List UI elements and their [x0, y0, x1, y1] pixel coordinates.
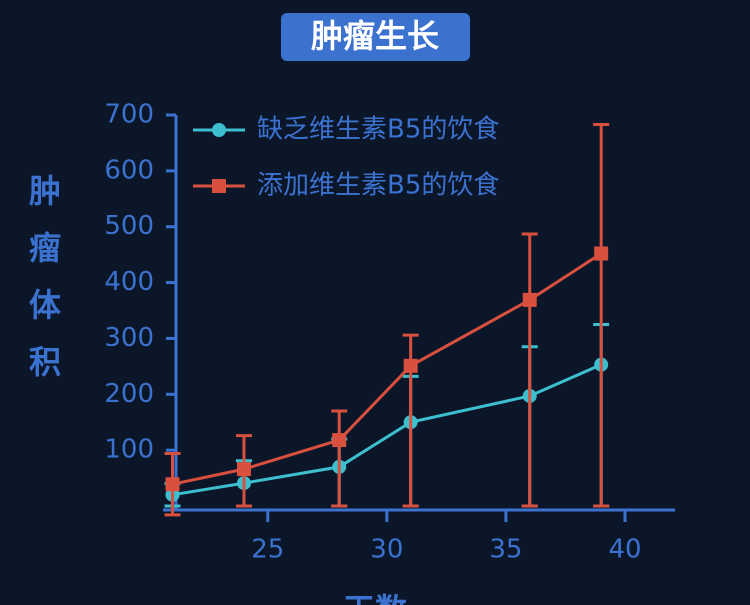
y-tick-label: 200 — [104, 379, 154, 409]
y-tick-label: 600 — [104, 155, 154, 185]
y-axis-label: 积 — [29, 343, 61, 381]
y-axis-label: 体 — [29, 286, 61, 324]
y-axis-label: 瘤 — [29, 229, 61, 267]
y-tick-label: 100 — [104, 435, 154, 465]
marker — [594, 246, 609, 261]
marker — [236, 462, 251, 477]
series-line — [172, 363, 602, 497]
x-tick-label: 35 — [489, 535, 522, 565]
y-tick-label: 700 — [104, 100, 154, 130]
x-tick-label: 40 — [608, 535, 641, 565]
y-axis-label: 肿 — [29, 172, 61, 210]
x-tick-label: 25 — [251, 535, 284, 565]
y-tick-label: 300 — [104, 323, 154, 353]
chart-title: 肿瘤生长 — [311, 17, 439, 55]
x-tick-label: 30 — [370, 535, 403, 565]
legend-label: 缺乏维生素B5的饮食 — [257, 115, 499, 145]
marker — [332, 433, 347, 448]
marker — [522, 292, 537, 307]
legend-label: 添加维生素B5的饮食 — [257, 171, 499, 201]
marker — [165, 477, 180, 492]
marker — [403, 358, 418, 373]
legend-marker — [212, 123, 226, 137]
legend-marker — [212, 179, 226, 193]
y-tick-label: 400 — [104, 267, 154, 297]
series-line — [172, 252, 602, 486]
y-tick-label: 500 — [104, 211, 154, 241]
title-box — [281, 13, 470, 61]
x-axis-label: 天数 — [343, 591, 408, 605]
